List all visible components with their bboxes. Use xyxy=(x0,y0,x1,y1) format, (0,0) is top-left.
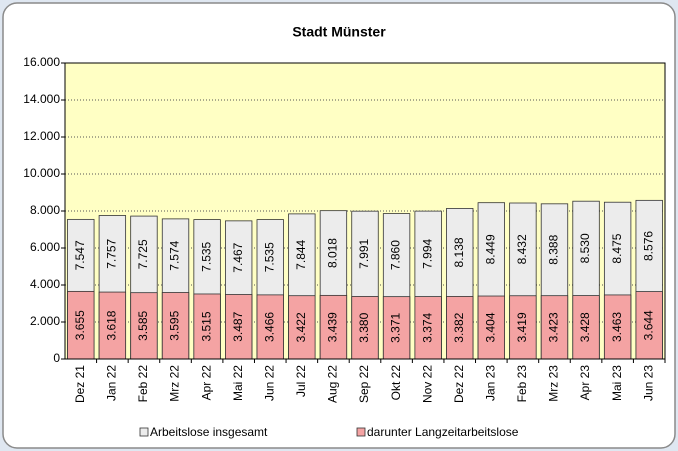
bar-longterm xyxy=(382,296,411,360)
value-label: 3.618 xyxy=(105,310,119,340)
value-label: 3.644 xyxy=(641,310,655,340)
value-label: 3.404 xyxy=(483,312,497,342)
value-label: 7.535 xyxy=(199,241,213,271)
x-tick-label: Okt 22 xyxy=(389,365,403,401)
x-tick-label: Jul 22 xyxy=(294,365,308,397)
value-label: 3.382 xyxy=(452,312,466,342)
y-tick-label: 0 xyxy=(53,351,60,365)
value-label: 7.994 xyxy=(420,239,434,269)
x-tick-label: Jun 23 xyxy=(641,365,655,401)
bar-longterm xyxy=(603,294,632,360)
x-tick-label: Dez 21 xyxy=(73,365,87,403)
bar-longterm xyxy=(225,294,253,360)
bar-longterm xyxy=(161,292,190,360)
bar-longterm xyxy=(446,296,474,360)
bar-longterm xyxy=(351,296,379,360)
value-label: 3.595 xyxy=(168,310,182,340)
value-label: 8.475 xyxy=(610,233,624,263)
value-label: 8.388 xyxy=(547,234,561,264)
x-tick-label: Mai 22 xyxy=(231,365,245,401)
value-label: 3.423 xyxy=(547,312,561,342)
value-label: 8.530 xyxy=(578,233,592,263)
x-tick-label: Dez 22 xyxy=(452,365,466,403)
x-tick-label: Jan 23 xyxy=(483,365,497,401)
y-tick-label: 12.000 xyxy=(23,129,60,143)
bar-longterm xyxy=(319,294,348,360)
x-tick-label: Jun 22 xyxy=(262,365,276,401)
x-tick-label: Sep 22 xyxy=(357,365,371,403)
legend-swatch xyxy=(139,427,149,437)
bar-longterm xyxy=(540,295,569,360)
x-tick-label: Jan 22 xyxy=(105,365,119,401)
y-tick-label: 2.000 xyxy=(30,314,60,328)
value-label: 8.018 xyxy=(326,238,340,268)
y-tick-label: 10.000 xyxy=(23,166,60,180)
value-label: 7.725 xyxy=(136,239,150,269)
value-label: 7.574 xyxy=(168,240,182,270)
value-label: 3.515 xyxy=(199,311,213,341)
y-tick-label: 14.000 xyxy=(23,92,60,106)
x-tick-label: Apr 23 xyxy=(578,365,592,401)
y-tick-label: 4.000 xyxy=(30,277,60,291)
y-tick-label: 8.000 xyxy=(30,203,60,217)
x-tick-label: Mai 23 xyxy=(610,365,624,401)
value-label: 8.432 xyxy=(515,234,529,264)
value-label: 3.466 xyxy=(262,312,276,342)
value-label: 3.380 xyxy=(357,312,371,342)
value-label: 7.467 xyxy=(231,242,245,272)
value-label: 3.419 xyxy=(515,312,529,342)
bar-longterm xyxy=(477,295,505,360)
x-tick-label: Aug 22 xyxy=(326,365,340,403)
x-tick-label: Feb 22 xyxy=(136,365,150,403)
bar-longterm xyxy=(414,296,442,360)
value-label: 3.487 xyxy=(231,311,245,341)
y-tick-label: 16.000 xyxy=(23,55,60,69)
x-tick-label: Feb 23 xyxy=(515,365,529,403)
bar-longterm xyxy=(288,295,316,360)
legend-label: darunter Langzeitarbeitslose xyxy=(367,425,519,439)
chart-title: Stadt Münster xyxy=(292,24,386,40)
value-label: 7.547 xyxy=(73,240,87,270)
bar-longterm xyxy=(130,292,158,360)
bar-longterm xyxy=(509,295,537,360)
y-tick-label: 6.000 xyxy=(30,240,60,254)
value-label: 3.422 xyxy=(294,312,308,342)
bar-longterm xyxy=(98,291,127,360)
value-label: 3.371 xyxy=(389,312,403,342)
legend-label: Arbeitslose insgesamt xyxy=(150,425,268,439)
value-label: 8.576 xyxy=(641,231,655,261)
legend-swatch xyxy=(356,427,366,437)
value-label: 3.428 xyxy=(578,312,592,342)
x-tick-label: Mrz 22 xyxy=(168,365,182,402)
bar-longterm xyxy=(67,290,95,360)
x-tick-label: Apr 22 xyxy=(199,365,213,401)
value-label: 3.585 xyxy=(136,310,150,340)
value-label: 8.449 xyxy=(483,234,497,264)
value-label: 3.374 xyxy=(420,312,434,342)
value-label: 3.655 xyxy=(73,310,87,340)
value-label: 7.860 xyxy=(389,240,403,270)
value-label: 7.991 xyxy=(357,238,371,268)
value-label: 7.757 xyxy=(105,238,119,268)
value-label: 7.844 xyxy=(294,239,308,269)
x-tick-label: Nov 22 xyxy=(420,365,434,403)
bar-longterm xyxy=(635,291,663,360)
value-label: 3.463 xyxy=(610,312,624,342)
value-label: 3.439 xyxy=(326,312,340,342)
value-label: 7.535 xyxy=(262,242,276,272)
x-tick-label: Mrz 23 xyxy=(547,365,561,402)
value-label: 8.138 xyxy=(452,237,466,267)
